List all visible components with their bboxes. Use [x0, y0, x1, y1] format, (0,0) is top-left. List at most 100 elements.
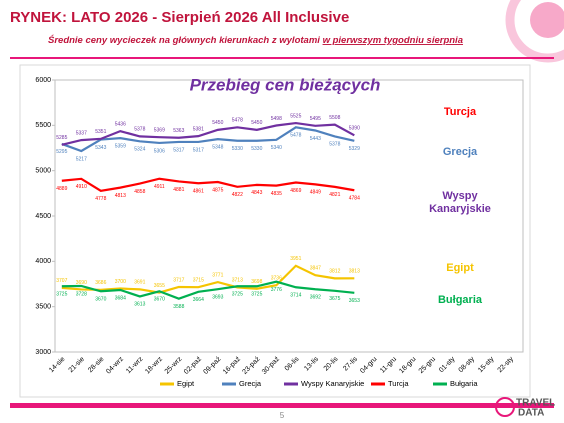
series-side-label: Bułgaria: [438, 294, 483, 306]
data-label: 4910: [76, 184, 87, 190]
series-side-label: Egipt: [446, 262, 474, 274]
data-label: 4881: [173, 187, 184, 193]
legend-label: Wyspy Kanaryjskie: [301, 379, 364, 388]
data-label: 4821: [329, 192, 340, 198]
data-label: 3736: [271, 276, 282, 282]
data-label: 5363: [173, 128, 184, 134]
data-label: 5508: [329, 115, 340, 121]
data-label: 5340: [271, 145, 282, 151]
chart-frame: [19, 64, 531, 398]
data-label: 3812: [329, 269, 340, 275]
data-label: 3692: [310, 295, 321, 301]
data-label: 4843: [251, 190, 262, 196]
data-label: 5348: [212, 144, 223, 150]
data-label: 3698: [251, 279, 262, 285]
data-label: 4778: [95, 196, 106, 202]
data-label: 3653: [349, 298, 360, 304]
slide-title: RYNEK: LATO 2026 - Sierpień 2026 All Inc…: [10, 9, 349, 26]
y-tick-label: 4500: [35, 213, 51, 220]
data-label: 5478: [290, 133, 301, 139]
y-tick-label: 5000: [35, 168, 51, 175]
y-tick-label: 6000: [35, 77, 51, 84]
data-label: 5295: [56, 149, 67, 155]
data-label: 3776: [271, 287, 282, 293]
data-label: 3728: [76, 291, 87, 297]
data-label: 5390: [349, 126, 360, 132]
data-label: 5478: [232, 118, 243, 124]
footer-bar: [10, 403, 554, 408]
data-label: 5217: [76, 156, 87, 162]
data-label: 3813: [349, 269, 360, 275]
data-label: 3670: [154, 297, 165, 303]
data-label: 3717: [173, 277, 184, 283]
legend-label: Bułgaria: [450, 379, 478, 388]
data-label: 3725: [232, 292, 243, 298]
data-label: 3693: [212, 294, 223, 300]
data-label: 4911: [154, 184, 165, 190]
data-label: 3725: [56, 292, 67, 298]
data-label: 5369: [154, 128, 165, 134]
data-label: 5381: [193, 126, 204, 132]
data-label: 4869: [290, 188, 301, 194]
series-side-label: Wyspy Kanaryjskie: [429, 190, 491, 215]
data-label: 4861: [193, 189, 204, 195]
data-label: 4849: [310, 190, 321, 196]
data-label: 5450: [251, 120, 262, 126]
data-label: 3715: [193, 278, 204, 284]
data-label: 5324: [134, 147, 145, 153]
y-tick-label: 5500: [35, 122, 51, 129]
data-label: 3613: [134, 302, 145, 308]
data-label: 5378: [134, 127, 145, 133]
series-line: [61, 126, 355, 153]
series-line: [61, 177, 355, 192]
data-label: 3713: [232, 278, 243, 284]
decoration: [530, 2, 564, 38]
data-label: 3655: [154, 283, 165, 289]
data-label: 3664: [193, 297, 204, 303]
data-label: 5317: [173, 147, 184, 153]
data-label: 5351: [95, 129, 106, 135]
data-label: 3686: [95, 280, 106, 286]
series-line: [61, 280, 355, 300]
y-tick-label: 4000: [35, 258, 51, 265]
data-label: 4875: [212, 187, 223, 193]
data-label: 5285: [56, 135, 67, 141]
data-label: 3691: [134, 280, 145, 286]
data-label: 5378: [329, 142, 340, 148]
data-label: 4835: [271, 191, 282, 197]
slide-subtitle: Średnie ceny wycieczek na głównych kieru…: [48, 34, 463, 46]
data-label: 5330: [232, 146, 243, 152]
logo-bottom: DATA: [518, 408, 544, 419]
data-label: 3690: [76, 280, 87, 286]
data-label: 3847: [310, 266, 321, 272]
logo-mark: [495, 397, 515, 417]
y-tick-label: 3500: [35, 304, 51, 311]
data-label: 5330: [251, 146, 262, 152]
data-label: 5329: [349, 146, 360, 152]
data-label: 5343: [95, 145, 106, 151]
series-line: [61, 264, 355, 294]
chart-title: Przebieg cen bieżących: [190, 75, 381, 94]
data-label: 5525: [290, 113, 301, 119]
data-label: 3725: [251, 292, 262, 298]
data-label: 4822: [232, 192, 243, 198]
data-label: 3675: [329, 296, 340, 302]
data-label: 3670: [95, 297, 106, 303]
data-label: 3771: [212, 272, 223, 278]
data-label: 3700: [115, 279, 126, 285]
data-label: 5443: [310, 136, 321, 142]
legend-label: Grecja: [239, 379, 262, 388]
subtitle-underlined: w pierwszym tygodniu sierpnia: [323, 35, 463, 46]
data-label: 5495: [310, 116, 321, 122]
series-side-label: Turcja: [444, 106, 477, 118]
data-label: 3951: [290, 256, 301, 262]
data-label: 3707: [56, 278, 67, 284]
data-label: 5306: [154, 148, 165, 154]
data-label: 5450: [212, 120, 223, 126]
series-side-label: Grecja: [443, 146, 478, 158]
y-tick-label: 3000: [35, 349, 51, 356]
logo-top: TRAVEL: [516, 398, 555, 409]
data-label: 5436: [115, 121, 126, 127]
page-number: 5: [280, 411, 285, 420]
